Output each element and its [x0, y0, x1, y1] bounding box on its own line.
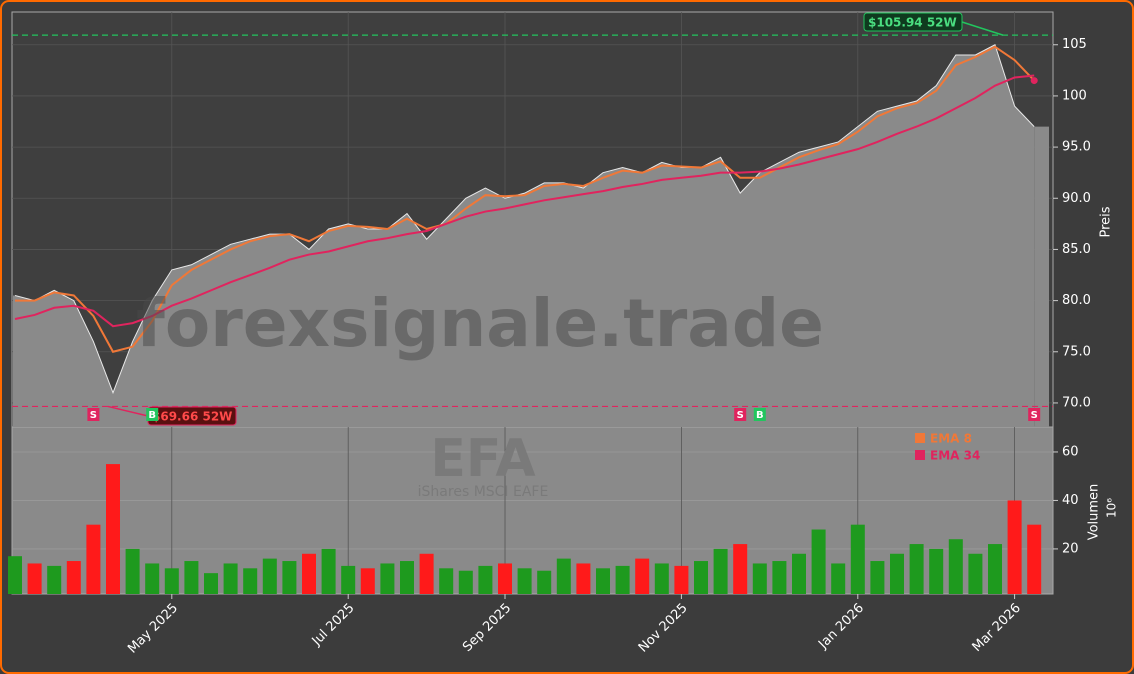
volume-bar — [1027, 524, 1042, 594]
volume-bar — [517, 568, 532, 594]
volume-bar — [909, 544, 924, 594]
legend-label: EMA 8 — [930, 432, 972, 446]
signal-marker — [1028, 408, 1041, 421]
volume-bar — [890, 553, 904, 594]
volume-bar — [811, 529, 826, 594]
volume-bar — [498, 563, 512, 594]
volume-bar — [635, 558, 650, 594]
watermark: forexsignale.trade — [136, 285, 824, 362]
ticker-name: iShares MSCI EAFE — [418, 484, 549, 500]
y-tick-label: 80.0 — [1062, 293, 1091, 308]
volume-bar — [458, 570, 473, 594]
volume-bar — [870, 561, 885, 594]
signal-marker — [146, 408, 159, 421]
volume-bar — [556, 558, 571, 594]
volume-bar — [929, 548, 944, 594]
volume-bar — [596, 568, 610, 594]
volume-bar — [262, 558, 277, 594]
y-tick-label: 95.0 — [1062, 140, 1091, 155]
volume-bar — [654, 563, 669, 594]
volume-bar — [419, 553, 434, 594]
signal-marker — [753, 408, 766, 421]
volume-bar — [537, 570, 552, 594]
volume-bar — [968, 553, 983, 594]
y-tick-label: 100 — [1062, 88, 1087, 103]
volume-bar — [694, 561, 708, 594]
ema-line — [15, 45, 1035, 353]
volume-bar — [282, 561, 297, 594]
legend-label: EMA 34 — [930, 449, 980, 463]
volume-bar — [125, 548, 140, 594]
volume-bar — [674, 565, 689, 594]
legend-swatch — [915, 433, 925, 443]
volume-bar — [988, 544, 1002, 594]
y2-axis-label: Volumen — [1087, 484, 1102, 541]
signal-marker — [734, 408, 747, 421]
signal-label: S — [1031, 410, 1038, 421]
y2-tick-label: 20 — [1062, 541, 1079, 556]
volume-bar — [615, 565, 630, 594]
volume-bar — [145, 563, 160, 594]
volume-bar — [302, 553, 316, 594]
legend-swatch — [915, 450, 925, 460]
signal-label: S — [737, 410, 744, 421]
annotation-box — [863, 12, 963, 32]
volume-bar — [204, 573, 218, 594]
volume-bar — [733, 544, 748, 594]
volume-bar — [792, 553, 806, 594]
volume-bar — [400, 561, 414, 594]
volume-bar — [380, 563, 395, 594]
volume-bar — [439, 568, 454, 594]
volume-bar — [831, 563, 846, 594]
y2-unit: 10⁶ — [1105, 498, 1119, 518]
annotation-arrow — [107, 405, 149, 417]
volume-bar — [321, 548, 336, 594]
signal-label: B — [756, 410, 764, 421]
volume-bar — [576, 563, 591, 594]
annotation-label: $69.66 52W — [152, 410, 232, 424]
close-line — [14, 44, 1035, 395]
volume-bar — [164, 568, 179, 594]
volume-bar — [752, 563, 767, 594]
signal-label: B — [148, 410, 156, 421]
volume-bar — [27, 563, 42, 594]
y-tick-label: 90.0 — [1062, 191, 1091, 206]
volume-bar — [478, 565, 493, 594]
volume-bar — [106, 464, 120, 594]
close-area — [13, 44, 1035, 427]
volume-bar — [86, 524, 101, 594]
ticker: EFA — [430, 429, 535, 489]
volume-bar — [341, 565, 356, 594]
volume-bar — [223, 563, 238, 594]
ema-line — [14, 74, 1035, 328]
volume-bar — [243, 568, 258, 594]
ema-end-dot — [1030, 77, 1038, 85]
volume-bar — [850, 524, 865, 594]
volume-bar — [8, 556, 22, 594]
volume-bar — [47, 565, 62, 594]
volume-bar — [184, 561, 199, 594]
volume-bar — [360, 568, 375, 594]
y2-tick-label: 60 — [1062, 444, 1079, 459]
y-tick-label: 105 — [1062, 37, 1087, 52]
y-tick-label: 75.0 — [1062, 344, 1091, 359]
signal-marker — [87, 408, 100, 421]
volume-bar — [713, 548, 728, 594]
annotation-label: $105.94 52W — [868, 16, 957, 30]
signal-label: S — [90, 410, 97, 421]
annotation-arrow — [961, 21, 1004, 36]
y-tick-label: 85.0 — [1062, 242, 1091, 257]
y2-tick-label: 40 — [1062, 493, 1079, 508]
volume-bar — [66, 561, 81, 594]
y-tick-label: 70.0 — [1062, 395, 1091, 410]
area-extension — [1034, 126, 1049, 427]
volume-bar — [1007, 500, 1022, 594]
y-axis-label: Preis — [1099, 206, 1114, 237]
volume-bar — [772, 561, 787, 594]
volume-bar — [948, 539, 963, 594]
